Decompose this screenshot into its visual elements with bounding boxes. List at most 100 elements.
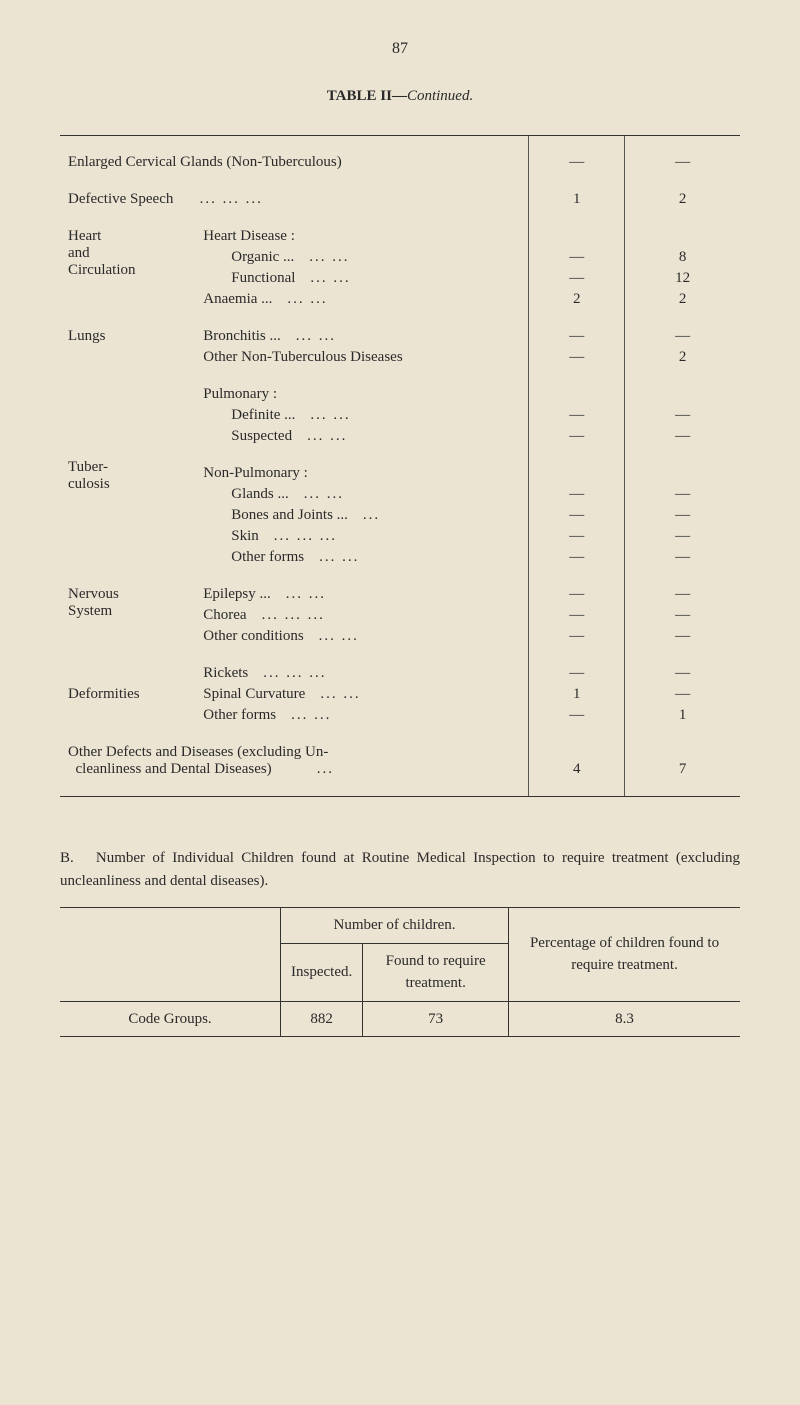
label-text: Skin: [231, 528, 259, 544]
cell-value: 2: [625, 347, 740, 368]
dots: ... ...: [309, 249, 349, 265]
cell-value: 2: [625, 289, 740, 310]
group-label: Tuber-culosis: [60, 384, 195, 568]
section-b-prefix: B.: [60, 850, 74, 866]
label-text: Bones and Joints ...: [231, 507, 348, 523]
label-text: Functional: [231, 270, 295, 286]
table-row: Defective Speech ... ... ... 1 2: [60, 189, 740, 210]
label-text: Spinal Curvature: [203, 686, 305, 702]
cell-value: —: [529, 526, 625, 547]
cell-found: 73: [363, 1001, 509, 1037]
cell-value: —: [529, 347, 625, 368]
dots: ... ...: [287, 291, 327, 307]
cell-value: —: [625, 605, 740, 626]
cell-value: —: [625, 684, 740, 705]
table-header-row: Number of children. Percentage of childr…: [60, 908, 740, 944]
cell-value: 7: [625, 742, 740, 780]
cell-value: —: [529, 152, 625, 173]
title-dash: —: [392, 88, 407, 104]
cell-percentage: 8.3: [509, 1001, 740, 1037]
cell-value: —: [625, 584, 740, 605]
header-percentage: Percentage of children found to require …: [509, 908, 740, 1002]
bottom-summary-table: Number of children. Percentage of childr…: [60, 907, 740, 1037]
table-row: NervousSystem Epilepsy ... ... ... — —: [60, 584, 740, 605]
section-b-body: Number of Individual Children found at R…: [60, 850, 740, 889]
cell-value: 2: [625, 189, 740, 210]
dots: ... ...: [296, 328, 336, 344]
group-label: NervousSystem: [60, 584, 195, 647]
row-label: Enlarged Cervical Glands (Non-Tuberculou…: [60, 152, 529, 173]
cell-value: —: [625, 405, 740, 426]
cell-value: —: [625, 663, 740, 684]
table-row: Deformities Rickets ... ... ... — —: [60, 663, 740, 684]
cell-value: —: [529, 605, 625, 626]
dots: ... ...: [291, 707, 331, 723]
group-label: Lungs: [60, 326, 195, 368]
label-text: Other conditions: [203, 628, 303, 644]
table-title: TABLE II—Continued.: [60, 88, 740, 105]
label-text: Other forms: [203, 707, 276, 723]
cell-value: —: [625, 426, 740, 447]
label-text: Bronchitis ...: [203, 328, 281, 344]
section-b-text: B. Number of Individual Children found a…: [60, 847, 740, 892]
cell-value: 2: [529, 289, 625, 310]
cell-inspected: 882: [281, 1001, 363, 1037]
cell-value: —: [529, 426, 625, 447]
cell-value: —: [625, 505, 740, 526]
bottom-horizontal-rule: [60, 796, 740, 797]
section-b: B. Number of Individual Children found a…: [60, 847, 740, 1037]
label-text: Organic ...: [231, 249, 294, 265]
cell-value: —: [529, 484, 625, 505]
cell-value: —: [625, 152, 740, 173]
dots: ... ...: [310, 407, 350, 423]
sub-header: Heart Disease :: [195, 226, 529, 247]
cell-value: —: [529, 584, 625, 605]
cell-value: —: [529, 268, 625, 289]
cell-value: —: [529, 626, 625, 647]
cell-value: 4: [529, 742, 625, 780]
cell-value: 1: [529, 189, 625, 210]
title-italic: Continued.: [407, 88, 473, 104]
label-text: Anaemia ...: [203, 291, 272, 307]
dots: ... ... ...: [263, 665, 326, 681]
cell-value: —: [625, 626, 740, 647]
label-text: Other forms: [231, 549, 304, 565]
dots: ... ...: [307, 428, 347, 444]
cell-value: 12: [625, 268, 740, 289]
dots: ... ... ...: [262, 607, 325, 623]
dots: ... ... ...: [200, 191, 263, 207]
dots: ... ...: [304, 486, 344, 502]
group-label: HeartandCirculation: [60, 226, 195, 310]
dots: ... ...: [319, 628, 359, 644]
cell-value: —: [529, 247, 625, 268]
dots: ... ...: [320, 686, 360, 702]
cell-value: 8: [625, 247, 740, 268]
sub-header: Pulmonary :: [195, 384, 529, 405]
label-text: Rickets: [203, 665, 248, 681]
cell-value: —: [529, 663, 625, 684]
cell-value: 1: [625, 705, 740, 726]
label-text: Epilepsy ...: [203, 586, 271, 602]
label-text: Definite ...: [231, 407, 295, 423]
cell-value: —: [529, 547, 625, 568]
row-label: Code Groups.: [60, 1001, 281, 1037]
dots: ... ... ...: [274, 528, 337, 544]
cell-value: —: [529, 405, 625, 426]
label-text: Chorea: [203, 607, 246, 623]
cell-value: —: [625, 526, 740, 547]
dots: ...: [363, 507, 380, 523]
row-label: Defective Speech ... ... ...: [60, 189, 529, 210]
table-row: HeartandCirculation Heart Disease :: [60, 226, 740, 247]
page-number: 87: [60, 40, 740, 58]
cell-value: —: [529, 505, 625, 526]
header-inspected: Inspected.: [281, 943, 363, 1001]
table-row: Enlarged Cervical Glands (Non-Tuberculou…: [60, 152, 740, 173]
label-text: Defective Speech: [68, 191, 173, 207]
header-number-children: Number of children.: [281, 908, 509, 944]
header-found: Found to require treatment.: [363, 943, 509, 1001]
table-row: Tuber-culosis Pulmonary :: [60, 384, 740, 405]
cell-value: —: [625, 326, 740, 347]
table-row: Code Groups. 882 73 8.3: [60, 1001, 740, 1037]
table-row: Lungs Bronchitis ... ... ... — —: [60, 326, 740, 347]
main-data-table: Enlarged Cervical Glands (Non-Tuberculou…: [60, 136, 740, 796]
